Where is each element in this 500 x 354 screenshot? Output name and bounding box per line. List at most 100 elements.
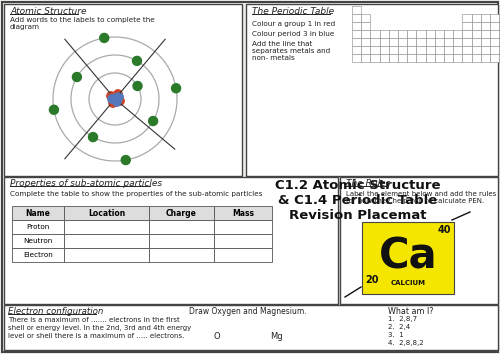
Bar [149, 220, 214, 234]
Bar [352, 46, 361, 54]
Text: 1.  2,8,7: 1. 2,8,7 [388, 316, 417, 322]
Bar [370, 54, 380, 62]
Bar [490, 22, 499, 30]
Circle shape [172, 84, 180, 93]
Bar [462, 22, 471, 30]
Text: Name: Name [26, 209, 50, 217]
Bar [444, 46, 453, 54]
Bar [361, 22, 370, 30]
Bar [472, 22, 481, 30]
Text: 3.  1: 3. 1 [388, 332, 404, 338]
Bar [462, 38, 471, 46]
Text: The Rules: The Rules [346, 179, 391, 188]
Text: shell or energy level. In the 2nd, 3rd and 4th energy: shell or energy level. In the 2nd, 3rd a… [8, 325, 191, 331]
Bar [370, 30, 380, 38]
Circle shape [109, 99, 117, 107]
Bar [64, 206, 149, 220]
Text: Mass: Mass [232, 209, 254, 217]
Bar [472, 46, 481, 54]
Bar [416, 38, 426, 46]
Bar [481, 14, 490, 22]
Text: level or shell there is a maximum of ..... electrons.: level or shell there is a maximum of ...… [8, 333, 184, 339]
Text: Add words to the labels to complete the
diagram: Add words to the labels to complete the … [10, 17, 155, 30]
Bar [214, 220, 272, 234]
Bar [361, 54, 370, 62]
Circle shape [100, 33, 108, 42]
Bar [214, 248, 272, 262]
Bar [352, 14, 361, 22]
Bar [352, 22, 361, 30]
Text: Label the element below and add the rules
for how they help you to calculate PEN: Label the element below and add the rule… [346, 191, 496, 204]
Circle shape [116, 97, 124, 105]
Bar [490, 14, 499, 22]
Bar [340, 177, 498, 304]
Bar [361, 14, 370, 22]
Bar [362, 222, 454, 294]
Text: C1.2 Atomic Structure
& C1.4 Periodic Table
Revision Placemat: C1.2 Atomic Structure & C1.4 Periodic Ta… [275, 179, 441, 222]
Bar [426, 54, 435, 62]
Bar [246, 4, 498, 176]
Text: What am I?: What am I? [388, 307, 434, 316]
Bar [499, 54, 500, 62]
Bar [214, 206, 272, 220]
Text: Electron: Electron [23, 252, 53, 258]
Bar [472, 14, 481, 22]
Text: CALCIUM: CALCIUM [390, 280, 426, 286]
Bar [352, 30, 361, 38]
Bar [490, 46, 499, 54]
Bar [444, 54, 453, 62]
Bar [462, 14, 471, 22]
Bar [370, 46, 380, 54]
Bar [481, 30, 490, 38]
Bar [398, 38, 407, 46]
Bar [444, 30, 453, 38]
Bar [499, 46, 500, 54]
Text: 20: 20 [365, 275, 378, 285]
Circle shape [112, 94, 120, 102]
Bar [499, 22, 500, 30]
Text: Draw Oxygen and Magnesium.: Draw Oxygen and Magnesium. [189, 307, 307, 316]
Circle shape [115, 93, 123, 101]
Bar [444, 38, 453, 46]
Bar [12, 248, 64, 262]
Text: Properties of sub-atomic particles: Properties of sub-atomic particles [10, 179, 162, 188]
Bar [380, 30, 389, 38]
Bar [4, 177, 338, 304]
Bar [407, 54, 416, 62]
Bar [462, 54, 471, 62]
Bar [462, 46, 471, 54]
Bar [490, 30, 499, 38]
Bar [361, 46, 370, 54]
Bar [398, 46, 407, 54]
Bar [398, 30, 407, 38]
Bar [453, 54, 462, 62]
Bar [453, 38, 462, 46]
Bar [352, 6, 361, 14]
Bar [12, 220, 64, 234]
Bar [499, 14, 500, 22]
Bar [435, 38, 444, 46]
Bar [361, 38, 370, 46]
Text: There is a maximum of ....... electrons in the first: There is a maximum of ....... electrons … [8, 317, 180, 323]
Circle shape [148, 116, 158, 126]
Bar [64, 234, 149, 248]
Text: Charge: Charge [166, 209, 197, 217]
Circle shape [50, 105, 58, 114]
Circle shape [122, 155, 130, 165]
Text: Atomic Structure: Atomic Structure [10, 7, 86, 16]
Bar [490, 38, 499, 46]
Bar [435, 30, 444, 38]
Bar [435, 54, 444, 62]
Bar [416, 30, 426, 38]
Bar [481, 54, 490, 62]
Bar [481, 22, 490, 30]
Bar [481, 38, 490, 46]
Bar [398, 54, 407, 62]
Bar [416, 54, 426, 62]
Bar [453, 30, 462, 38]
Text: Electron configuration: Electron configuration [8, 307, 104, 316]
Text: 40: 40 [438, 225, 451, 235]
Bar [64, 220, 149, 234]
Bar [380, 54, 389, 62]
Circle shape [133, 81, 142, 91]
